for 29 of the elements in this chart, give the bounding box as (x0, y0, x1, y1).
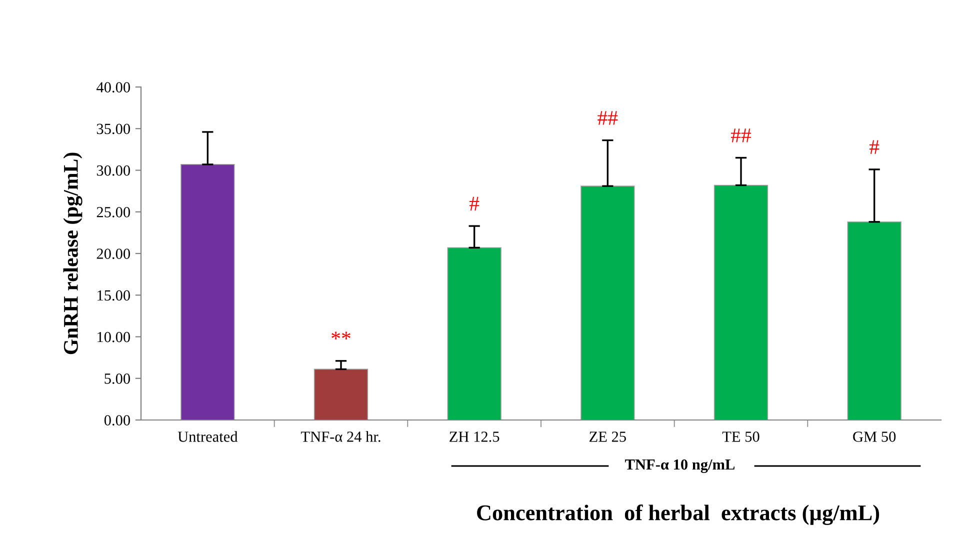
bar (314, 368, 368, 420)
x-tick-label: Untreated (178, 431, 238, 442)
x-tick-label: GM 50 (853, 432, 896, 442)
y-tick-label: 10.00 (98, 332, 130, 342)
bar (580, 186, 635, 420)
annotation: ## (598, 111, 618, 125)
y-tick-label: 25.00 (96, 207, 130, 218)
x-axis-title: Concentration of herbal extracts (µg/mL) (477, 504, 880, 526)
x-tick-label: TE 50 (722, 432, 760, 442)
x-tick-label: ZH 12.5 (450, 432, 500, 442)
bar (714, 184, 768, 420)
annotation: # (870, 140, 880, 154)
annotation: ## (730, 128, 752, 142)
y-tick-label: 0.00 (104, 415, 130, 426)
x-tick-label: ZE 25 (590, 432, 626, 442)
y-axis-title: GnRH release (pg/mL) (63, 152, 82, 354)
x-tick-label: TNF-α 24 hr. (300, 431, 380, 442)
y-tick-label: 20.00 (96, 248, 130, 260)
y-tick-label: 15.00 (98, 290, 130, 301)
annotation: ** (332, 332, 350, 340)
text: TNF-α 10 ng/mL (625, 459, 735, 473)
y-tick-label: 40.00 (96, 82, 130, 93)
bar (847, 221, 902, 420)
bar (447, 247, 502, 420)
annotation: # (470, 196, 480, 210)
y-tick-label: 35.00 (96, 124, 130, 134)
bar (180, 164, 235, 420)
y-tick-label: 5.00 (104, 374, 130, 384)
y-tick-label: 30.00 (96, 165, 130, 176)
